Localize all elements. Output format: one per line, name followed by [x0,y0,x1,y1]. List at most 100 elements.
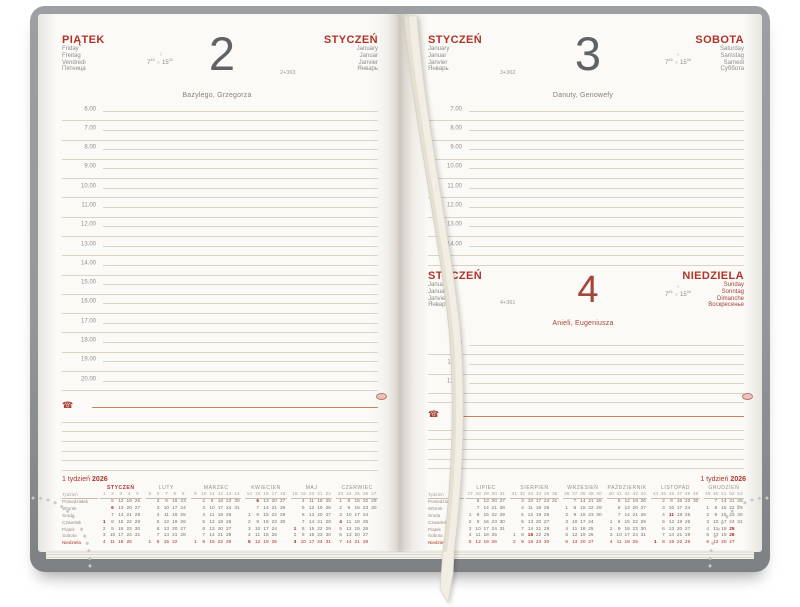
week-numbers-row: 9 10 11 12 13 14 [191,491,242,500]
rule [62,158,378,160]
day-cell: 8 [202,540,206,546]
rule [103,380,378,382]
name-day: Anieli, Eugeniusza [552,320,614,327]
day-cell: 27 [279,499,286,505]
day-cell: 5 [662,519,665,525]
day-cell: 22 [588,506,594,512]
day-numbers-row: 1 8 15 22 29 [100,520,142,527]
sunrise-min: 45 [150,58,155,62]
day-cell: 1 [194,540,197,546]
day-cell: 9 [301,533,305,539]
ruled-line [62,285,378,295]
day-cell: 27 [684,526,691,532]
day-numbers-row: 1 8 15 22 29 [510,533,558,540]
translation-line: Janvier [428,295,448,302]
day-cell [245,499,253,506]
day-cell: 2 [247,519,251,525]
day-cell: 17 [721,519,727,525]
hour-label: 17.00 [80,318,96,325]
mini-month: CZERWIEC 23 24 25 26 27 1 8 15 22 29 2 9 16 23 30 3 10 17 2… [334,485,380,547]
day-numbers-row: 4 11 18 25 [607,540,647,547]
day-cell: 6 [521,519,524,525]
day-cell: 30 [499,519,505,525]
day-numbers-row: 7 14 21 28 [510,527,558,534]
day-cell: 30 [692,499,699,505]
day-cell: 12 [118,499,124,505]
phone-icon: ☎ [62,400,74,410]
day-cell: 12 [217,491,224,497]
day-cell: 26 [180,519,186,525]
day-cell: 5 [202,519,206,525]
day-cell: 33 [527,491,534,497]
day-cell: 15 [118,519,124,525]
day-header-saturday: STYCZEŃ January Januar Janvier Январь 3+362… [428,27,744,92]
mini-calendar-months: Tydzień Poniedziałek Wtorek Środa Czwartek Pi… [428,485,746,547]
day-cell: 17 [172,506,178,512]
day-cell: 18 [292,491,298,497]
rule [62,293,378,295]
day-cell: 4 [102,540,106,546]
ruled-line [428,440,744,450]
ruled-line [62,304,378,315]
day-cell: 3 [102,533,106,539]
mini-month: PAŹDZIERNIK 40 41 42 43 44 5 12 19 26 6 13 20 27 7 14 21… [605,485,649,547]
day-numbers-row: 7 14 21 28 [563,499,603,506]
day-cell: 13 [346,533,352,539]
day-cell: 25 [271,533,277,539]
day-cell: 12 [475,540,481,546]
ruled-line [428,384,744,394]
day-cell: 20 [535,519,542,525]
day-cell: 35 [543,491,550,497]
day-cell: 30 [543,540,550,546]
day-cell: 12 [163,519,170,525]
day-cell: 14 [580,499,586,505]
day-numbers-row: 3 10 17 24 31 [704,520,744,527]
day-cell: 2 [293,533,297,539]
day-numbers-row: 2 9 16 23 30 [245,520,287,527]
day-cell [278,527,286,534]
day-cell: 2 [102,526,106,532]
hour-label: 14.00 [446,241,462,248]
page-corner-marker [742,393,753,400]
day-cell: 17 [580,519,586,525]
day-cell: 5 [301,506,305,512]
day-cell: 11 [255,533,261,539]
notes-line [458,416,744,417]
day-cell: 14 [118,513,124,519]
rule [103,187,378,189]
page-left-friday: PIĄTEK Friday Freitag Vendredi Пятница ☽ 74… [38,14,396,552]
mini-month: GRUDZIEŃ 49 50 51 52 53 7 14 21 28 1 8 15 22 29 2 9 16 23 3… [702,485,746,547]
day-numbers-row: 3 10 17 24 31 [510,499,558,506]
sunrise-sunset: 745 ○ 1533 [650,58,706,66]
day-cell: 23 [729,513,735,519]
day-cell: 19 [217,519,224,525]
day-cell: 7 [573,499,577,505]
day-cell [595,533,603,540]
day-cell: 8 [301,526,305,532]
hour-row: 16.00 [62,295,378,305]
day-header-friday: PIĄTEK Friday Freitag Vendredi Пятница ☽ 74… [62,27,378,92]
day-cell: 46 [668,491,675,497]
day-cell: 29 [325,526,331,532]
day-cell: 18 [317,499,323,505]
hour-row: 14.00 [428,237,744,247]
translation-line: Январь [428,66,449,73]
day-numbers-row: 2 9 16 23 30 [291,533,333,540]
calendar-row-label: Środa [62,513,75,519]
rule [469,207,744,209]
calendar-row-label: Czwartek [428,519,448,525]
mini-calendar-grid: Tydzień Poniedziałek Wtorek Środa Czwartek Pi… [62,485,380,547]
ruled-line [428,208,744,218]
day-numbers-row: 6 13 20 27 [704,540,744,547]
day-numbers-row: 4 11 18 25 [466,533,506,540]
day-cell: 6 [662,526,665,532]
day-cell: 31 [499,526,505,532]
day-cell: 1 [102,519,106,525]
ruled-line [428,169,744,180]
day-cell: 18 [263,533,269,539]
hour-row: 9.00 [428,141,744,151]
day-cell [245,506,253,513]
day-cell: 16 [308,533,315,539]
day-numbers-row: 1 8 15 22 [146,540,188,547]
